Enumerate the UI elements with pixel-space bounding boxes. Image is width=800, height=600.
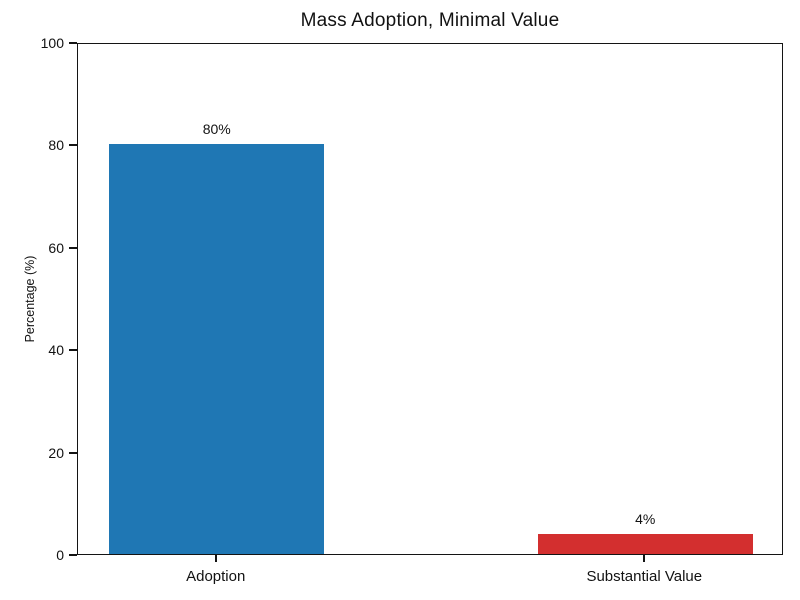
y-tick-label: 80 bbox=[48, 137, 64, 154]
y-tick-label: 60 bbox=[48, 239, 64, 256]
x-tick-label-adoption: Adoption bbox=[186, 568, 246, 585]
x-tick-label-substantial-value: Substantial Value bbox=[586, 568, 703, 585]
y-tick-label: 100 bbox=[40, 35, 64, 51]
y-tick-mark bbox=[69, 246, 77, 249]
y-tick-mark bbox=[69, 554, 77, 556]
y-tick-label: 40 bbox=[48, 342, 64, 359]
y-tick-mark bbox=[69, 144, 77, 147]
x-tick-mark bbox=[643, 555, 646, 562]
y-axis-label: Percentage (%) bbox=[23, 255, 37, 343]
y-tick-label: 0 bbox=[56, 547, 64, 563]
y-tick-mark bbox=[69, 42, 77, 44]
bar-value-label-substantial-value: 4% bbox=[635, 511, 656, 527]
chart-title: Mass Adoption, Minimal Value bbox=[300, 10, 560, 31]
y-tick-label: 20 bbox=[48, 444, 64, 461]
bar-value-label-adoption: 80% bbox=[202, 121, 231, 137]
x-tick-mark bbox=[214, 555, 217, 562]
plot-area: 80% 4% bbox=[77, 43, 783, 555]
bar-adoption bbox=[109, 144, 325, 554]
y-tick-mark bbox=[69, 349, 77, 352]
bar-substantial-value bbox=[537, 534, 753, 554]
y-tick-mark bbox=[69, 451, 77, 454]
